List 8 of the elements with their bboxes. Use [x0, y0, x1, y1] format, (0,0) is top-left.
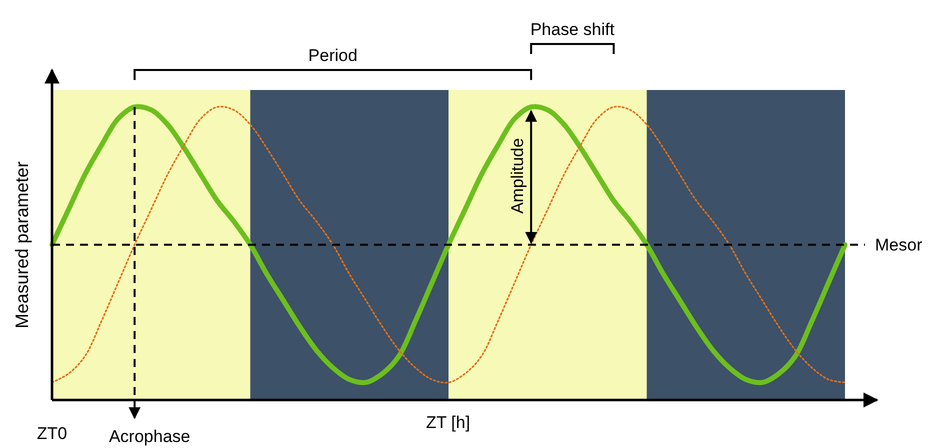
text: Acrophase [108, 427, 190, 446]
text: ZT0 [36, 424, 68, 443]
x-axis-title: ZT [h] [426, 413, 470, 432]
y-axis-title: Measured parameter [12, 161, 32, 329]
text: Period [308, 46, 358, 65]
text: Phase shift [530, 20, 615, 39]
annotation: Amplitude [508, 138, 528, 214]
ref-line-label: Mesor [875, 236, 923, 255]
